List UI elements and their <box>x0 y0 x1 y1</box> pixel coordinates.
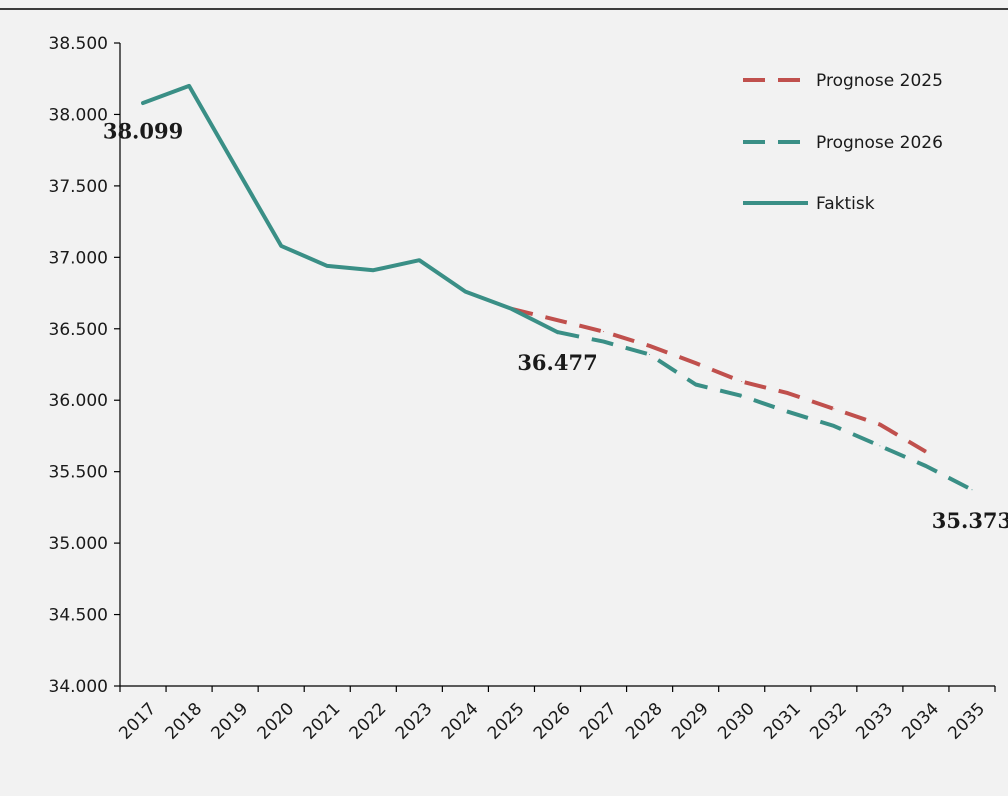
data-point <box>787 411 789 413</box>
legend-label-faktisk: Faktisk <box>816 194 875 214</box>
data-point <box>326 265 328 267</box>
data-point <box>741 381 743 383</box>
data-point <box>833 408 835 410</box>
series-line-prognose-2025 <box>510 306 927 454</box>
data-point <box>188 85 190 87</box>
y-tick-label: 34.000 <box>49 677 108 697</box>
legend-label-prognose-2026: Prognose 2026 <box>816 133 943 153</box>
data-point <box>879 424 881 425</box>
y-tick-label: 34.500 <box>49 606 108 626</box>
y-tick-label: 38.500 <box>49 34 108 54</box>
data-label: 35.373 <box>932 508 1008 533</box>
data-point <box>603 341 605 343</box>
series-line-faktisk <box>141 83 560 335</box>
data-point <box>787 392 789 394</box>
data-point <box>879 445 881 447</box>
y-tick-label: 37.500 <box>49 177 108 197</box>
y-tick-label: 36.500 <box>49 320 108 340</box>
data-point <box>557 331 558 333</box>
legend-label-prognose-2025: Prognose 2025 <box>816 71 943 91</box>
data-label: 38.099 <box>103 118 183 143</box>
data-point <box>234 165 236 167</box>
data-point <box>464 291 466 293</box>
data-point <box>418 259 420 261</box>
data-label: 36.477 <box>517 350 597 375</box>
data-point <box>649 345 651 347</box>
y-tick-label: 35.500 <box>49 463 108 483</box>
data-point <box>741 395 743 397</box>
y-tick-label: 38.000 <box>49 105 108 125</box>
data-point <box>695 362 697 364</box>
data-point <box>971 489 973 491</box>
data-point <box>925 451 927 453</box>
series-line-prognose-2026 <box>557 330 973 492</box>
data-point <box>695 384 697 385</box>
data-point <box>557 319 558 321</box>
annotation-layer: 38.099 36.477 35.373 <box>103 118 1008 533</box>
data-point <box>925 465 927 467</box>
y-tick-label: 35.000 <box>49 534 108 554</box>
y-tick-label: 36.000 <box>49 391 108 411</box>
data-point <box>510 308 512 310</box>
data-point <box>142 102 144 104</box>
y-tick-label: 37.000 <box>49 248 108 268</box>
data-point <box>603 331 605 333</box>
data-point <box>372 269 374 271</box>
data-point <box>280 245 282 247</box>
data-point <box>649 354 651 355</box>
series-layer <box>141 83 973 492</box>
legend: Prognose 2025 Prognose 2026 Faktisk <box>743 71 943 214</box>
data-point <box>833 425 835 427</box>
